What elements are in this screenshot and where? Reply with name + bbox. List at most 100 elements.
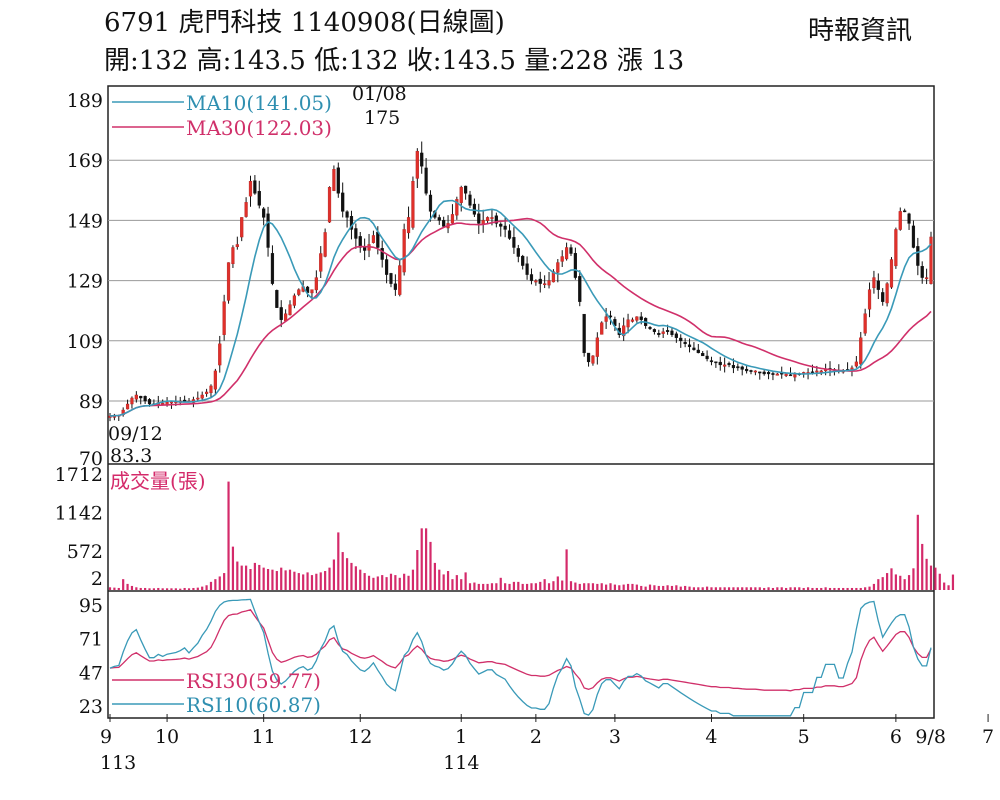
candle (582, 313, 586, 357)
volume-bar (846, 587, 849, 590)
volume-bar (284, 570, 287, 590)
candle-body (222, 301, 226, 335)
volume-bar (622, 584, 625, 590)
source-label: 時報資訊 (808, 16, 913, 46)
candle (758, 371, 762, 380)
volume-y-tick-label: 572 (67, 541, 103, 563)
candle-body (380, 248, 384, 260)
candle-body (341, 192, 345, 212)
volume-bar (258, 564, 261, 590)
candle (455, 196, 459, 220)
candle (450, 204, 455, 225)
candle-body (591, 355, 595, 364)
volume-bar (499, 577, 502, 590)
candle-body (784, 373, 788, 376)
volume-bar (223, 573, 226, 590)
volume-bar (842, 587, 845, 590)
x-year-label: 113 (100, 752, 136, 774)
volume-bar (921, 543, 924, 590)
volume-bar (275, 571, 278, 590)
volume-bar (464, 572, 467, 590)
candle-body (420, 152, 424, 167)
candle-body (165, 402, 169, 405)
volume-bar (403, 573, 406, 590)
volume-bar (398, 577, 401, 590)
candle-body (358, 236, 362, 248)
candle-body (907, 213, 911, 224)
candle (262, 207, 266, 226)
candle (784, 373, 788, 378)
candle-body (911, 225, 916, 248)
candle (564, 242, 569, 261)
volume-bar (530, 583, 533, 590)
volume-bar (583, 583, 586, 590)
candle-body (709, 360, 714, 363)
volume-bar (310, 575, 314, 590)
volume-bar (732, 587, 735, 590)
volume-bar (749, 587, 753, 590)
candle-body (630, 319, 635, 322)
volume-bar (117, 587, 120, 590)
volume-bar (828, 587, 832, 590)
volume-bar (161, 588, 164, 590)
candle-body (665, 330, 670, 332)
candle (424, 158, 428, 196)
candle (253, 175, 257, 195)
candle (911, 220, 916, 249)
volume-bar (675, 585, 678, 590)
candle (345, 210, 349, 228)
candle-body (512, 237, 516, 248)
volume-bar (864, 587, 867, 590)
candle (920, 261, 924, 284)
candle (499, 222, 503, 237)
candle (889, 257, 894, 289)
candle (459, 185, 463, 212)
candle-body (231, 247, 235, 265)
candle (740, 365, 744, 376)
volume-bar (890, 568, 893, 590)
candle (907, 212, 911, 230)
candle-body (859, 337, 863, 365)
volume-bar (785, 587, 788, 590)
candle-body (477, 213, 481, 224)
volume-bar (727, 587, 731, 590)
candle (670, 327, 674, 337)
candle (586, 352, 591, 367)
candle-body (235, 244, 239, 248)
candle (749, 369, 753, 375)
candle-body (450, 214, 455, 224)
volume-bar (938, 573, 941, 590)
candle (130, 396, 134, 409)
volume-bar (122, 579, 125, 590)
candle (521, 254, 525, 270)
candle-body (894, 229, 898, 267)
candle-body (161, 402, 165, 405)
candle-body (543, 283, 547, 286)
candle-body (428, 194, 433, 212)
candle (363, 238, 367, 261)
volume-bar (113, 587, 116, 590)
volume-bar (280, 567, 283, 590)
volume-bar (679, 586, 682, 590)
candle (701, 350, 705, 357)
volume-bar (139, 587, 142, 590)
volume-bar (245, 565, 248, 590)
volume-bar (578, 583, 581, 590)
candle-body (371, 235, 376, 243)
candle-body (345, 211, 349, 218)
candle (867, 282, 872, 318)
candle-body (415, 150, 419, 179)
x-tick-label: 5 (798, 726, 810, 748)
candle (687, 338, 692, 353)
candle (543, 275, 547, 289)
price-y-tick-label: 189 (67, 90, 103, 112)
candle (898, 207, 902, 231)
candle (485, 216, 490, 224)
volume-bar (855, 587, 858, 590)
volume-bar (359, 569, 362, 590)
volume-bar (389, 573, 393, 590)
candle-body (674, 333, 678, 338)
volume-bar (802, 587, 805, 590)
candle-body (573, 252, 577, 278)
candle (916, 237, 920, 276)
